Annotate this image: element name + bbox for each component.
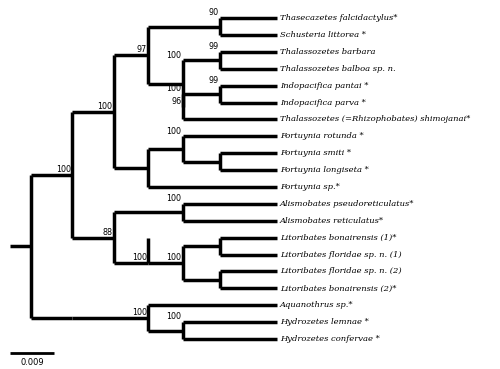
Text: Litoribates bonairensis (2)*: Litoribates bonairensis (2)*: [280, 284, 396, 292]
Text: 100: 100: [166, 85, 182, 93]
Text: 100: 100: [132, 308, 147, 317]
Text: Indopacifica parva *: Indopacifica parva *: [280, 99, 366, 107]
Text: 100: 100: [166, 51, 182, 60]
Text: 0.009: 0.009: [20, 358, 44, 367]
Text: 88: 88: [102, 228, 113, 237]
Text: 99: 99: [208, 42, 218, 51]
Text: Litoribates floridae sp. n. (2): Litoribates floridae sp. n. (2): [280, 268, 402, 275]
Text: 96: 96: [172, 97, 181, 106]
Text: 99: 99: [208, 76, 218, 85]
Text: 100: 100: [166, 313, 182, 321]
Text: Schusteria littorea *: Schusteria littorea *: [280, 31, 366, 39]
Text: Alismobates reticulatus*: Alismobates reticulatus*: [280, 217, 384, 225]
Text: 100: 100: [98, 102, 112, 111]
Text: Fortuynia longiseta *: Fortuynia longiseta *: [280, 166, 368, 174]
Text: Indopacifica pantai *: Indopacifica pantai *: [280, 82, 368, 90]
Text: Litoribates bonairensis (1)*: Litoribates bonairensis (1)*: [280, 234, 396, 242]
Text: Fortuynia rotunda *: Fortuynia rotunda *: [280, 132, 363, 140]
Text: Litoribates floridae sp. n. (1): Litoribates floridae sp. n. (1): [280, 251, 402, 259]
Text: 100: 100: [56, 165, 71, 174]
Text: Hydrozetes confervae *: Hydrozetes confervae *: [280, 335, 380, 343]
Text: Alismobates pseudoreticulatus*: Alismobates pseudoreticulatus*: [280, 200, 414, 208]
Text: Fortuynia sp.*: Fortuynia sp.*: [280, 183, 340, 191]
Text: 100: 100: [166, 127, 182, 136]
Text: 100: 100: [132, 253, 147, 262]
Text: Thalassozetes barbara: Thalassozetes barbara: [280, 48, 376, 56]
Text: 100: 100: [166, 194, 182, 203]
Text: Thalassozetes balboa sp. n.: Thalassozetes balboa sp. n.: [280, 65, 396, 73]
Text: Thalassozetes (=Rhizophobates) shimojanai*: Thalassozetes (=Rhizophobates) shimojana…: [280, 115, 470, 124]
Text: Fortuynia smiti *: Fortuynia smiti *: [280, 149, 351, 157]
Text: 90: 90: [208, 8, 218, 17]
Text: Aquanothrus sp.*: Aquanothrus sp.*: [280, 301, 353, 309]
Text: 100: 100: [166, 253, 182, 262]
Text: Thasecazetes falcidactylus*: Thasecazetes falcidactylus*: [280, 14, 398, 22]
Text: Hydrozetes lemnae *: Hydrozetes lemnae *: [280, 318, 368, 326]
Text: 97: 97: [136, 45, 147, 54]
